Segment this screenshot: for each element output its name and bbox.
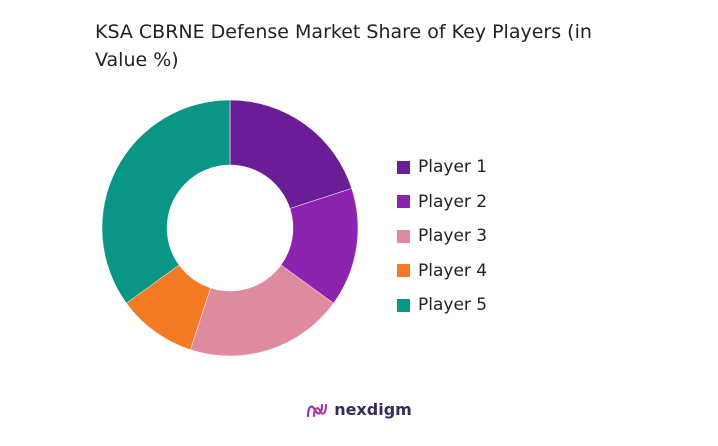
legend-label: Player 3 [418, 226, 488, 247]
chart-legend: Player 1 Player 2 Player 3 Player 4 Player 5 [397, 150, 487, 323]
legend-item-2: Player 2 [397, 185, 487, 220]
brand-name: nexdigm [334, 400, 412, 419]
legend-item-5: Player 5 [397, 288, 487, 323]
legend-label: Player 4 [418, 260, 488, 281]
donut-slice-5 [101, 99, 231, 304]
donut-slice-3 [190, 264, 334, 357]
legend-label: Player 1 [418, 157, 488, 178]
legend-item-3: Player 3 [397, 219, 487, 254]
legend-label: Player 5 [418, 295, 488, 316]
legend-swatch [397, 298, 410, 312]
legend-swatch [397, 229, 410, 243]
legend-swatch [397, 160, 410, 174]
legend-swatch [397, 264, 410, 278]
legend-item-1: Player 1 [397, 150, 487, 185]
chart-title: KSA CBRNE Defense Market Share of Key Pl… [95, 21, 592, 71]
nexdigm-logo-icon [307, 403, 328, 417]
legend-label: Player 2 [418, 191, 488, 212]
legend-item-4: Player 4 [397, 254, 487, 289]
legend-swatch [397, 195, 410, 209]
donut-slice-1 [229, 99, 353, 209]
brand-footer: nexdigm [0, 400, 718, 419]
